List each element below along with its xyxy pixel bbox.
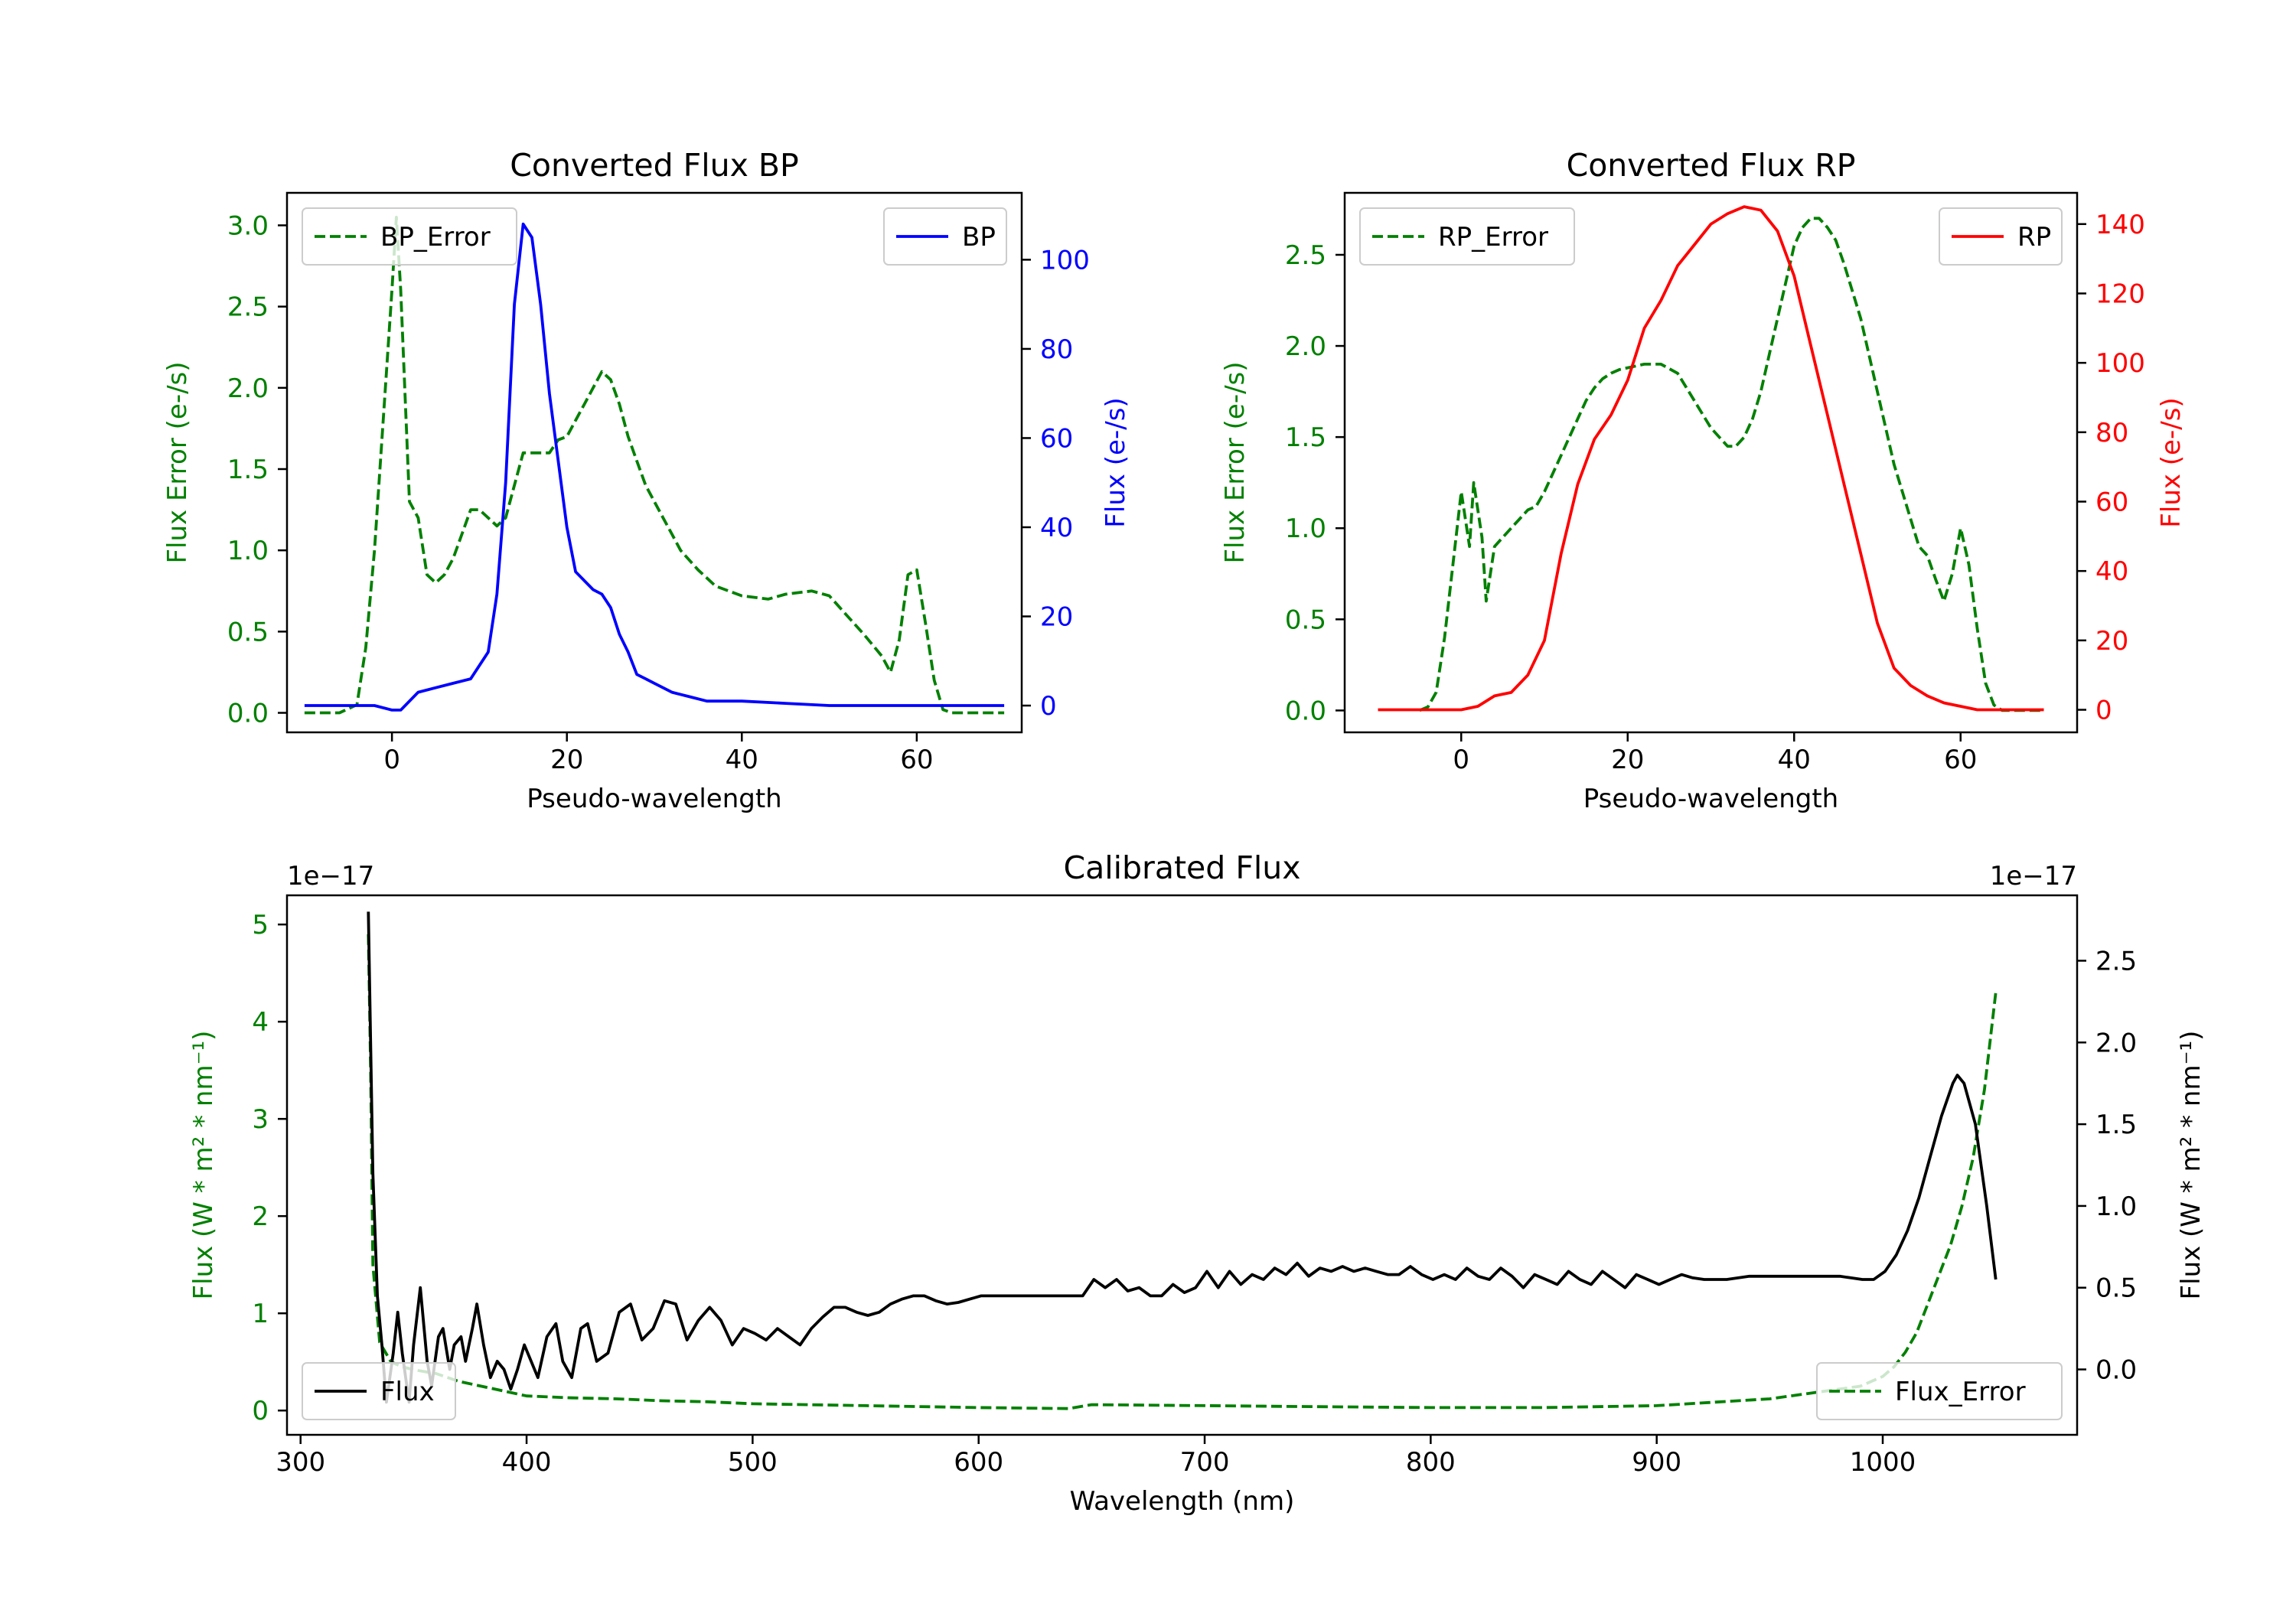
chart-title: Converted Flux BP [510, 147, 799, 184]
y-right-offset-text: 1e−17 [1990, 861, 2077, 892]
y-right-tick-label: 60 [2095, 487, 2128, 518]
legend-label: BP_Error [380, 222, 491, 253]
y-right-tick-label: 0.0 [2095, 1355, 2137, 1386]
x-tick-label: 0 [1453, 745, 1469, 775]
x-tick-label: 600 [954, 1447, 1003, 1478]
y-left-axis-label: Flux Error (e-/s) [162, 361, 193, 563]
y-left-tick-label: 2.5 [227, 292, 269, 323]
legend-box [302, 207, 517, 266]
y-right-tick-label: 2.5 [2095, 946, 2137, 976]
legend-box [302, 1362, 456, 1420]
y-right-tick-label: 20 [1040, 602, 1073, 633]
x-axis-label: Wavelength (nm) [1070, 1486, 1295, 1517]
x-tick-label: 1000 [1850, 1447, 1916, 1478]
y-left-tick-label: 2.5 [1285, 240, 1326, 271]
y-right-tick-label: 2.0 [2095, 1028, 2137, 1058]
legend-box [1816, 1362, 2063, 1420]
chart-panel-2: 0 20 40 60 0.0 0.5 1.0 1.5 2.0 2.5 0 20 40 60 80 100 120… [1220, 147, 2187, 814]
series-line-rp-error [1419, 217, 2044, 712]
y-right-tick-label: 80 [2095, 418, 2128, 448]
y-left-tick-label: 2 [252, 1201, 269, 1232]
y-left-tick-label: 0.0 [227, 699, 269, 729]
y-left-tick-label: 2.0 [227, 373, 269, 404]
series-line-bp-error [304, 216, 1005, 715]
y-right-tick-label: 1.5 [2095, 1110, 2137, 1140]
y-left-tick-label: 1.5 [227, 455, 269, 485]
x-tick-label: 40 [726, 745, 758, 775]
axes-frame [1343, 191, 2079, 734]
legend-label: Flux_Error [1895, 1377, 2026, 1407]
axes-frame [285, 191, 1023, 734]
x-tick-label: 900 [1632, 1447, 1681, 1478]
y-left-tick-label: 0.5 [1285, 605, 1326, 635]
legend-label: RP [2017, 222, 2051, 253]
chart-title: Calibrated Flux [1063, 849, 1300, 886]
y-left-axis-label: Flux Error (e-/s) [1220, 361, 1251, 563]
y-left-tick-label: 1.0 [227, 536, 269, 566]
series-group [304, 216, 1005, 715]
x-tick-label: 800 [1406, 1447, 1456, 1478]
y-right-tick-label: 1.0 [2095, 1191, 2137, 1222]
legend-rp: RP [1939, 207, 2063, 266]
y-left-tick-label: 0 [252, 1396, 269, 1426]
legend-label: BP [962, 222, 996, 253]
legend-bp-error: BP_Error [302, 207, 517, 266]
legend-rp-error: RP_Error [1359, 207, 1575, 266]
series-line-rp [1378, 205, 2044, 712]
y-left-tick-label: 1 [252, 1299, 269, 1329]
x-tick-label: 60 [1944, 745, 1977, 775]
legend-label: RP_Error [1438, 222, 1548, 253]
y-left-tick-label: 3 [252, 1104, 269, 1135]
y-right-tick-label: 40 [2095, 556, 2128, 587]
y-left-offset-text: 1e−17 [287, 861, 374, 892]
x-axis-label: Pseudo-wavelength [1583, 784, 1838, 814]
x-tick-label: 500 [728, 1447, 778, 1478]
y-right-tick-label: 0 [1040, 691, 1057, 722]
x-tick-label: 20 [1611, 745, 1644, 775]
y-right-tick-label: 140 [2095, 210, 2145, 240]
y-left-tick-label: 1.5 [1285, 422, 1326, 453]
y-right-tick-label: 60 [1040, 423, 1073, 454]
x-tick-label: 700 [1180, 1447, 1230, 1478]
x-tick-label: 300 [276, 1447, 325, 1478]
x-tick-label: 0 [383, 745, 400, 775]
legend-label: Flux [380, 1377, 435, 1407]
series-group [1378, 205, 2044, 712]
series-line-flux [367, 911, 1998, 1404]
y-left-tick-label: 5 [252, 910, 269, 940]
y-right-tick-label: 100 [2095, 348, 2145, 379]
y-right-tick-label: 100 [1040, 245, 1090, 275]
x-tick-label: 40 [1778, 745, 1811, 775]
y-left-axis-label: Flux (W * m² * nm⁻¹) [188, 1031, 219, 1300]
y-left-tick-label: 4 [252, 1007, 269, 1038]
y-left-tick-label: 0.0 [1285, 696, 1326, 726]
y-right-tick-label: 0 [2095, 696, 2112, 726]
y-left-tick-label: 0.5 [227, 617, 269, 647]
legend-bp: BP [883, 207, 1007, 266]
chart-panel-3: 300 400 500 600 700 800 900 1000 0 1 2 3 4 5 0.0 0.5 1.0… [188, 849, 2206, 1517]
chart-title: Converted Flux RP [1567, 147, 1856, 184]
x-tick-label: 60 [900, 745, 933, 775]
y-right-tick-label: 40 [1040, 513, 1073, 543]
y-right-tick-label: 80 [1040, 334, 1073, 365]
axes-frame [285, 894, 2079, 1436]
legend-flux-error: Flux_Error [1816, 1362, 2063, 1420]
x-tick-label: 20 [550, 745, 583, 775]
y-right-axis-label: Flux (W * m² * nm⁻¹) [2176, 1031, 2206, 1300]
y-left-tick-label: 2.0 [1285, 331, 1326, 362]
y-right-axis-label: Flux (e-/s) [2156, 397, 2187, 527]
y-right-tick-label: 120 [2095, 279, 2145, 309]
series-line-bp [304, 222, 1005, 712]
y-right-tick-label: 0.5 [2095, 1273, 2137, 1304]
y-left-tick-label: 3.0 [227, 210, 269, 241]
y-right-tick-label: 20 [2095, 626, 2128, 657]
x-tick-label: 400 [502, 1447, 552, 1478]
legend-box [1359, 207, 1575, 266]
y-right-axis-label: Flux (e-/s) [1101, 397, 1131, 527]
y-left-tick-label: 1.0 [1285, 513, 1326, 544]
x-axis-label: Pseudo-wavelength [527, 784, 781, 814]
legend-flux: Flux [302, 1362, 456, 1420]
chart-panel-1: 0 20 40 60 0.0 0.5 1.0 1.5 2.0 2.5 3.0 0 20 40 60 80 100… [162, 147, 1131, 814]
